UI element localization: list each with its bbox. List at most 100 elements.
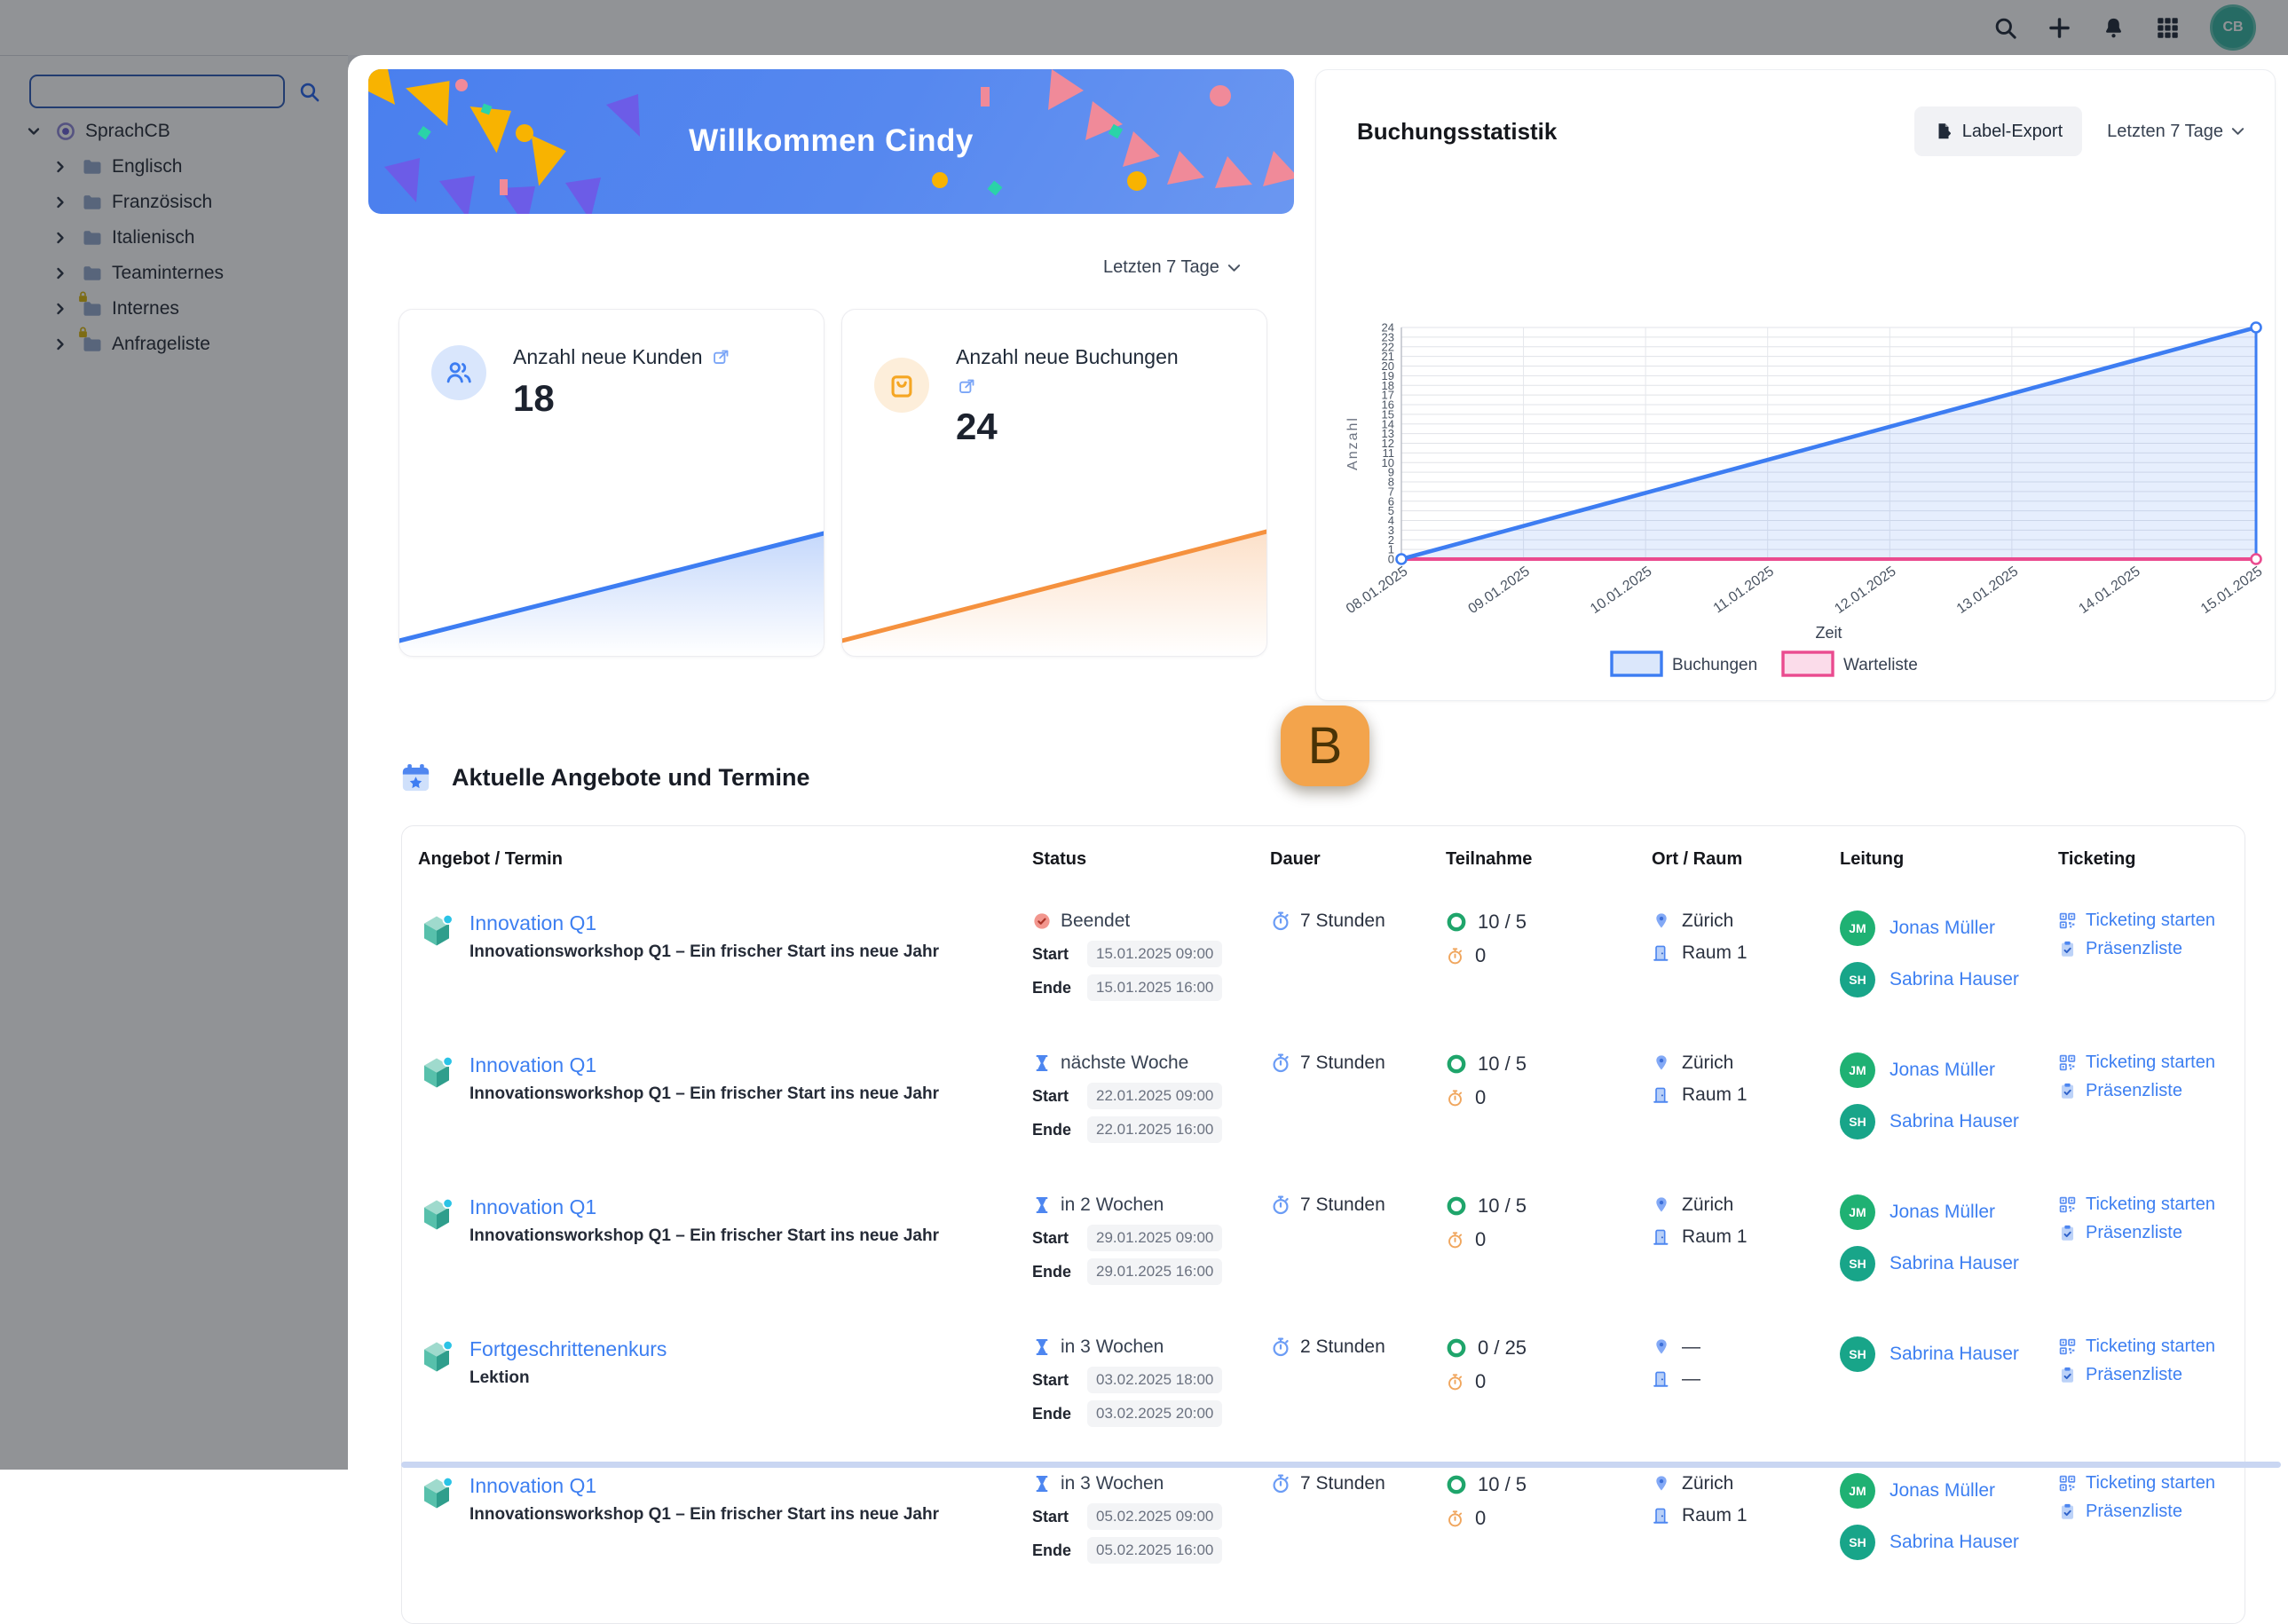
leader-name-link[interactable]: Sabrina Hauser [1890,1532,2019,1552]
table-header-row: Angebot / Termin Status Dauer Teilnahme Ort … [418,849,2229,870]
column-header: Ticketing [2058,849,2136,869]
leader-item[interactable]: JM Jonas Müller [1840,1473,2058,1509]
leader-item[interactable]: JM Jonas Müller [1840,1052,2058,1088]
tree-item-englisch[interactable]: Englisch [0,149,348,185]
praesenzliste-link[interactable]: Präsenzliste [2058,1502,2229,1522]
chevron-right-icon [51,264,69,282]
praesenzliste-link[interactable]: Präsenzliste [2058,1223,2229,1243]
offer-title-link[interactable]: Innovation Q1 [469,1474,597,1497]
location-pin-icon [1652,1195,1671,1215]
leader-avatar: JM [1840,1052,1875,1088]
chevron-down-icon [2231,128,2245,135]
start-label: Start [1032,944,1069,963]
start-label: Start [1032,1086,1069,1105]
tree-item-anfrageliste[interactable]: Anfrageliste [0,327,348,362]
offers-table-card: Angebot / Termin Status Dauer Teilnahme Ort … [401,825,2245,1624]
room-door-icon [1652,943,1671,963]
ticketing-start-link[interactable]: Ticketing starten [2058,1473,2229,1494]
leader-name-link[interactable]: Jonas Müller [1890,918,1996,938]
ticketing-start-link[interactable]: Ticketing starten [2058,911,2229,931]
label-export-button[interactable]: Label-Export [1913,106,2083,156]
svg-text:2: 2 [1388,533,1394,547]
waitlist-count: 0 [1475,1507,1487,1529]
qr-code-icon [2058,1474,2077,1493]
stat-value: 18 [513,377,555,419]
offer-title-link[interactable]: Innovation Q1 [469,1053,597,1076]
leader-item[interactable]: SH Sabrina Hauser [1840,1336,2058,1372]
sidebar-search-icon[interactable] [298,81,320,103]
leader-name-link[interactable]: Sabrina Hauser [1890,1111,2019,1131]
leader-item[interactable]: JM Jonas Müller [1840,911,2058,946]
start-datetime: 15.01.2025 09:00 [1087,941,1223,967]
tree-root-sprachcb[interactable]: SprachCB [0,114,348,149]
status-cell: in 2 Wochen Start 29.01.2025 09:00 Ende 29.0… [1032,1194,1270,1292]
search-icon[interactable] [1993,16,2017,40]
praesenzliste-link[interactable]: Präsenzliste [2058,939,2229,959]
chart-title: Buchungsstatistik [1357,117,1558,145]
user-avatar[interactable]: CB [2210,4,2256,51]
svg-text:13: 13 [1382,427,1394,440]
ticketing-cell: Ticketing starten Präsenzliste [2058,1336,2229,1393]
welcome-title: Willkommen Cindy [689,123,974,158]
tree-item-teaminternes[interactable]: Teaminternes [0,256,348,291]
waitlist-stopwatch-icon [1446,1510,1464,1528]
booked-count: 0 / 25 [1478,1336,1527,1359]
ticketing-start-link[interactable]: Ticketing starten [2058,1052,2229,1073]
chart-range-dropdown[interactable]: Letzten 7 Tage [2107,122,2245,142]
leader-avatar: JM [1840,1194,1875,1230]
location-cell: — — [1652,1336,1840,1400]
leader-item[interactable]: SH Sabrina Hauser [1840,1246,2058,1281]
sidebar-search-input[interactable] [29,75,285,108]
leader-avatar: SH [1840,1525,1875,1560]
participation-cell: 10 / 5 0 [1446,1052,1652,1120]
apps-grid-icon[interactable] [2156,16,2180,40]
clipboard-check-icon [2058,940,2077,958]
leader-item[interactable]: SH Sabrina Hauser [1840,962,2058,997]
participation-cell: 10 / 5 0 [1446,1473,1652,1541]
horizontal-scrollbar[interactable] [401,1462,2281,1468]
external-link-icon[interactable] [712,348,730,367]
leader-item[interactable]: SH Sabrina Hauser [1840,1525,2058,1560]
add-icon[interactable] [2047,16,2071,40]
offer-title-link[interactable]: Innovation Q1 [469,1195,597,1218]
leader-name-link[interactable]: Sabrina Hauser [1890,969,2019,989]
offer-cell: Innovation Q1 Innovationsworkshop Q1 – Ei… [418,1194,1032,1247]
leader-item[interactable]: SH Sabrina Hauser [1840,1104,2058,1139]
tree-item-internes[interactable]: Internes [0,291,348,327]
ticketing-start-link[interactable]: Ticketing starten [2058,1194,2229,1215]
praesenzliste-link[interactable]: Präsenzliste [2058,1081,2229,1101]
tree-item-französisch[interactable]: Französisch [0,185,348,220]
notifications-bell-icon[interactable] [2102,16,2126,40]
duration-value: 2 Stunden [1300,1336,1385,1357]
leader-name-link[interactable]: Sabrina Hauser [1890,1344,2019,1364]
status-label: in 2 Wochen [1061,1194,1164,1215]
external-link-icon[interactable] [958,377,976,396]
location-cell: Zürich Raum 1 [1652,1052,1840,1116]
offer-title-link[interactable]: Innovation Q1 [469,911,597,934]
duration-value: 7 Stunden [1300,1473,1385,1494]
leader-name-link[interactable]: Jonas Müller [1890,1480,1996,1501]
clipboard-check-icon [2058,1224,2077,1242]
tree-item-italienisch[interactable]: Italienisch [0,220,348,256]
offer-title-link[interactable]: Fortgeschrittenenkurs [469,1337,667,1360]
leader-name-link[interactable]: Jonas Müller [1890,1202,1996,1222]
stat-label: Anzahl neue Buchungen [956,345,1179,368]
leader-name-link[interactable]: Jonas Müller [1890,1060,1996,1080]
leader-item[interactable]: JM Jonas Müller [1840,1194,2058,1230]
stats-range-dropdown[interactable]: Letzten 7 Tage [1103,257,1241,278]
leaders-cell: SH Sabrina Hauser [1840,1336,2058,1388]
clipboard-check-icon [2058,1502,2077,1521]
offer-cell: Innovation Q1 Innovationsworkshop Q1 – Ei… [418,1473,1032,1525]
status-label: nächste Woche [1061,1052,1189,1073]
ende-label: Ende [1032,1120,1072,1139]
svg-text:20: 20 [1382,359,1394,373]
waitlist-count: 0 [1475,944,1487,966]
room-door-icon [1652,1085,1671,1105]
leader-name-link[interactable]: Sabrina Hauser [1890,1253,2019,1273]
ticketing-start-link[interactable]: Ticketing starten [2058,1336,2229,1357]
ende-label: Ende [1032,1404,1072,1423]
praesenzliste-link[interactable]: Präsenzliste [2058,1365,2229,1385]
svg-text:11.01.2025: 11.01.2025 [1711,564,1777,616]
folder-tree: SprachCB Englisch Französisch Italienisch Te… [0,114,348,362]
stopwatch-icon [1270,1052,1291,1074]
